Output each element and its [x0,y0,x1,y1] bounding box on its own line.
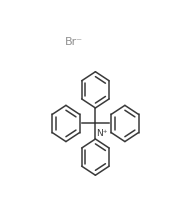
Text: N⁺: N⁺ [96,129,108,138]
Text: Br⁻: Br⁻ [65,37,83,47]
